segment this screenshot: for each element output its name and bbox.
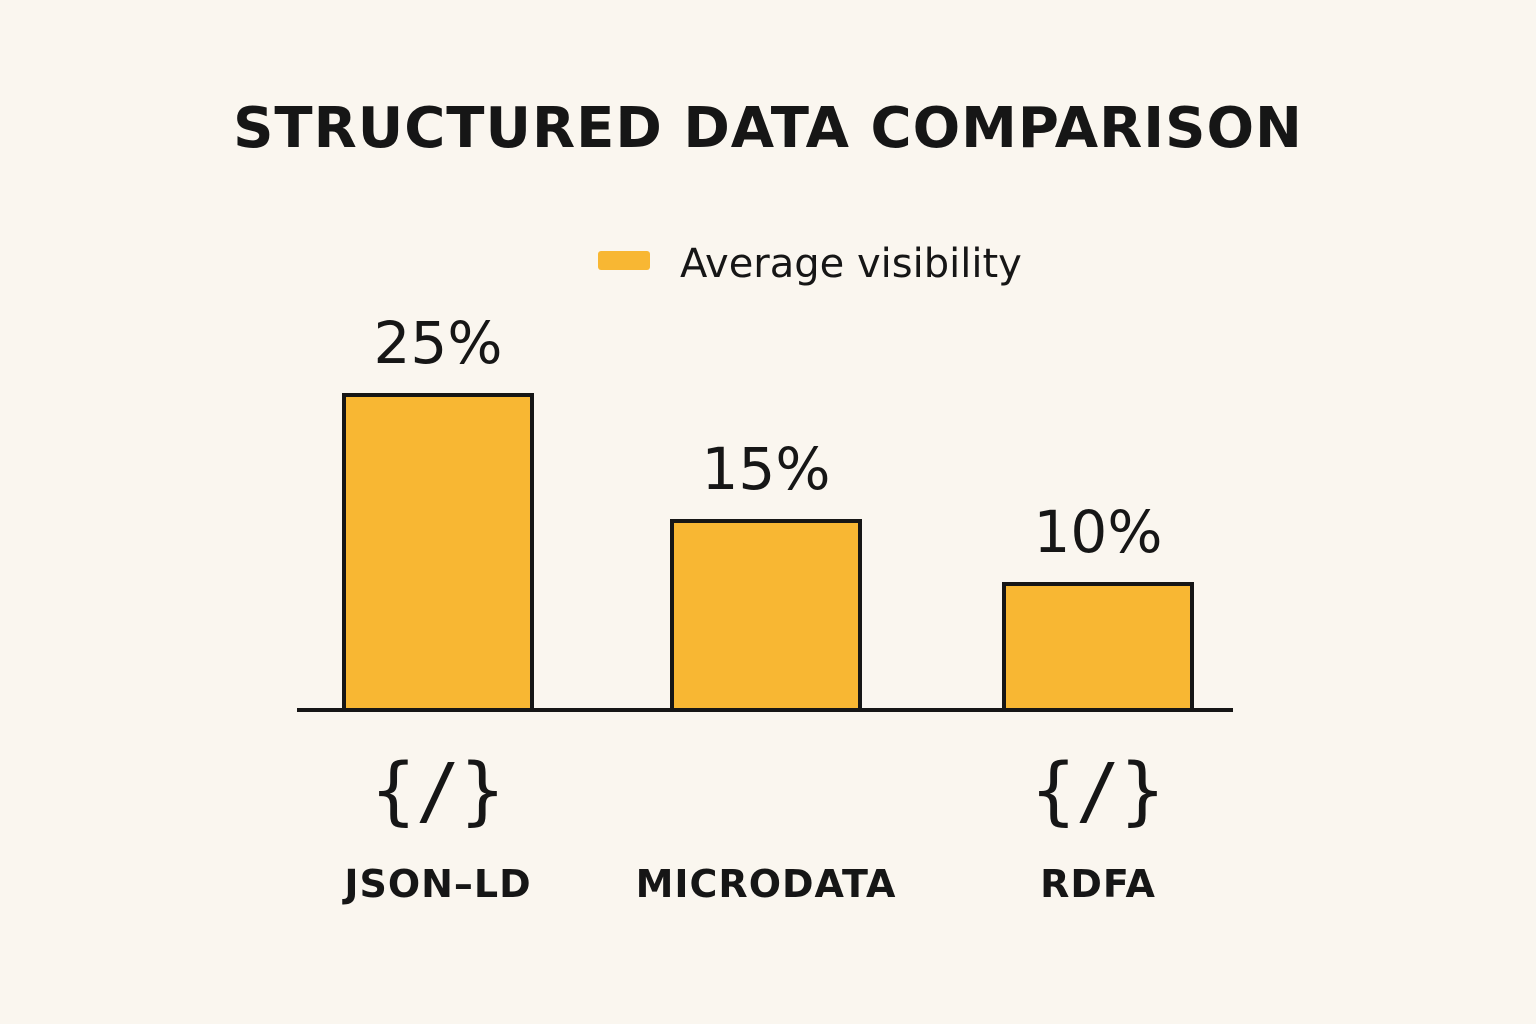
data-label: 15% xyxy=(702,435,831,503)
bar-3 xyxy=(1002,582,1194,712)
x-tick-label: MICRODATA xyxy=(636,862,897,906)
legend-label: Average visibility xyxy=(680,241,1022,287)
data-label: 25% xyxy=(374,309,503,377)
code-icon: {/} xyxy=(1031,748,1165,834)
x-tick-label: RDFA xyxy=(1040,862,1156,906)
legend: Average visibility xyxy=(598,241,1022,287)
data-label: 10% xyxy=(1034,498,1163,566)
bar-2 xyxy=(670,519,862,712)
code-icon: {/} xyxy=(371,748,505,834)
x-tick-label: JSON–LD xyxy=(341,862,531,906)
bar-1 xyxy=(342,393,534,712)
legend-swatch xyxy=(598,251,650,270)
chart-title: STRUCTURED DATA COMPARISON xyxy=(233,96,1303,161)
bars-group: 25% {/} JSON–LD 15% MICRODATA 10% {/} RDFA xyxy=(341,309,1194,906)
